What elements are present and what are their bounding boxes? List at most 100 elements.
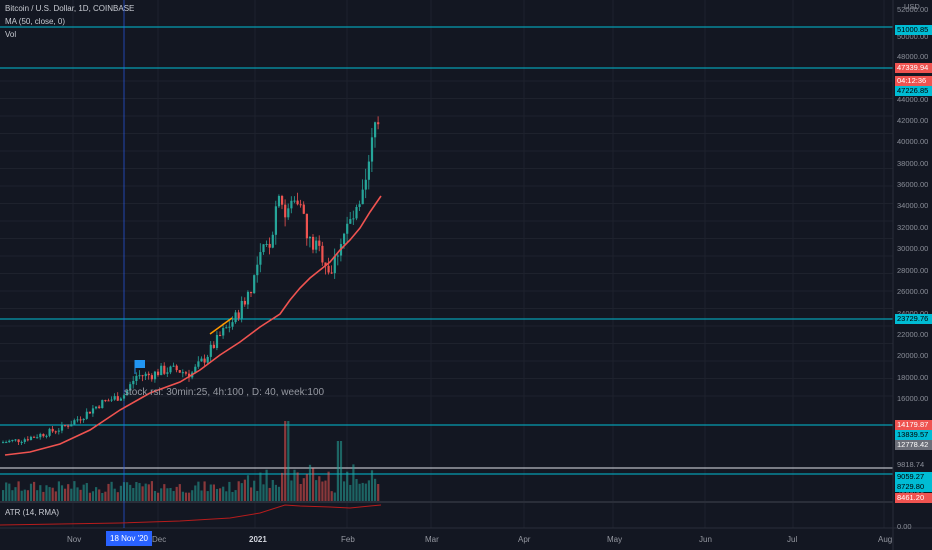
candle-body xyxy=(181,372,184,374)
candle-body xyxy=(265,243,268,245)
volume-bar xyxy=(222,486,225,501)
price-tag: 9059.27 xyxy=(895,472,932,482)
volume-bar xyxy=(54,491,57,501)
price-axis-label: 0.00 xyxy=(897,522,912,531)
candle-body xyxy=(188,373,191,378)
candle-body xyxy=(2,442,5,444)
rsi-annotation[interactable]: stock rsi: 30min:25, 4h:100 , D: 40, wee… xyxy=(124,387,325,398)
candle-body xyxy=(33,436,36,438)
volume-bar xyxy=(194,485,197,501)
candle-body xyxy=(219,334,222,336)
candle-body xyxy=(98,406,101,409)
candle-body xyxy=(101,400,104,409)
price-axis-label: 38000.00 xyxy=(897,159,929,168)
candle-body xyxy=(95,406,98,409)
trendline-orange[interactable] xyxy=(209,317,233,335)
candle-body xyxy=(327,265,330,273)
volume-bar xyxy=(296,472,299,501)
candle-body xyxy=(318,240,321,246)
crosshair-date-tag: 18 Nov '20 xyxy=(106,531,152,546)
volume-bar xyxy=(219,488,222,501)
volume-bar xyxy=(271,479,274,501)
price-axis-label: 30000.00 xyxy=(897,244,929,253)
price-axis-label: 20000.00 xyxy=(897,351,929,360)
volume-bar xyxy=(243,479,246,501)
volume-bar xyxy=(370,470,374,501)
candle-body xyxy=(11,439,14,441)
volume-bar xyxy=(234,490,237,501)
volume-bar xyxy=(324,480,327,501)
candle-body xyxy=(370,137,374,162)
candle-body xyxy=(138,375,141,377)
volume-bar xyxy=(26,490,29,501)
candle-body xyxy=(240,300,243,319)
price-tag: 04:12:36 xyxy=(895,76,932,86)
candle-body xyxy=(116,396,119,401)
price-axis-label: 44000.00 xyxy=(897,95,929,104)
volume-bar xyxy=(57,481,60,501)
candle-body xyxy=(281,196,284,205)
candle-body xyxy=(274,206,277,235)
volume-bar xyxy=(150,481,153,501)
candle-body xyxy=(200,358,203,362)
time-axis-label: Nov xyxy=(67,535,82,544)
time-axis-label: Jun xyxy=(699,535,712,544)
price-tag: 12778.42 xyxy=(895,440,932,450)
volume-bar xyxy=(51,487,54,501)
price-tag: 47226.85 xyxy=(895,86,932,96)
candle-body xyxy=(271,234,274,248)
volume-bar xyxy=(203,481,206,501)
candle-body xyxy=(17,439,20,443)
volume-bar xyxy=(290,480,293,501)
volume-bar xyxy=(339,441,343,501)
volume-bars xyxy=(2,421,380,501)
candle-body xyxy=(5,442,8,444)
volume-bar xyxy=(5,482,8,501)
flag-marker[interactable] xyxy=(135,360,145,368)
candle-body xyxy=(287,208,290,218)
volume-bar xyxy=(367,480,370,501)
volume-bar xyxy=(91,491,95,501)
volume-bar xyxy=(157,492,160,501)
volume-bar xyxy=(355,478,358,501)
candle-body xyxy=(150,375,153,380)
candle-body xyxy=(377,122,380,125)
volume-bar xyxy=(20,490,23,501)
candle-body xyxy=(312,236,315,250)
candle-body xyxy=(163,365,166,374)
volume-bar xyxy=(160,488,163,501)
price-tag: 47339.94 xyxy=(895,63,932,73)
candle-body xyxy=(299,204,302,206)
volume-bar xyxy=(191,490,194,501)
symbol-title[interactable]: Bitcoin / U.S. Dollar, 1D, COINBASE xyxy=(5,4,135,13)
volume-bar xyxy=(361,482,364,501)
atr-legend[interactable]: ATR (14, RMA) xyxy=(5,508,60,517)
ma-legend[interactable]: MA (50, close, 0) xyxy=(5,17,66,26)
candle-body xyxy=(277,196,281,207)
vol-legend[interactable]: Vol xyxy=(5,30,17,39)
volume-bar xyxy=(277,486,281,501)
candle-body xyxy=(73,420,76,425)
candle-body xyxy=(222,328,225,336)
candle-body xyxy=(132,380,135,385)
candle-body xyxy=(126,390,129,396)
candle-body xyxy=(64,424,67,426)
volume-bar xyxy=(302,478,305,501)
candle-body xyxy=(14,439,17,441)
price-axis-label: 22000.00 xyxy=(897,330,929,339)
volume-bar xyxy=(169,487,172,501)
price-axis-label: 40000.00 xyxy=(897,137,929,146)
volume-bar xyxy=(321,481,324,501)
candle-body xyxy=(82,418,85,421)
candle-body xyxy=(67,425,70,427)
volume-bar xyxy=(274,484,277,501)
candle-body xyxy=(113,396,116,400)
candle-body xyxy=(209,344,212,357)
candle-body xyxy=(361,189,364,205)
volume-bar xyxy=(39,485,42,501)
volume-bar xyxy=(377,484,380,501)
candle-body xyxy=(259,252,262,265)
volume-bar xyxy=(29,483,33,501)
volume-bar xyxy=(284,421,287,501)
